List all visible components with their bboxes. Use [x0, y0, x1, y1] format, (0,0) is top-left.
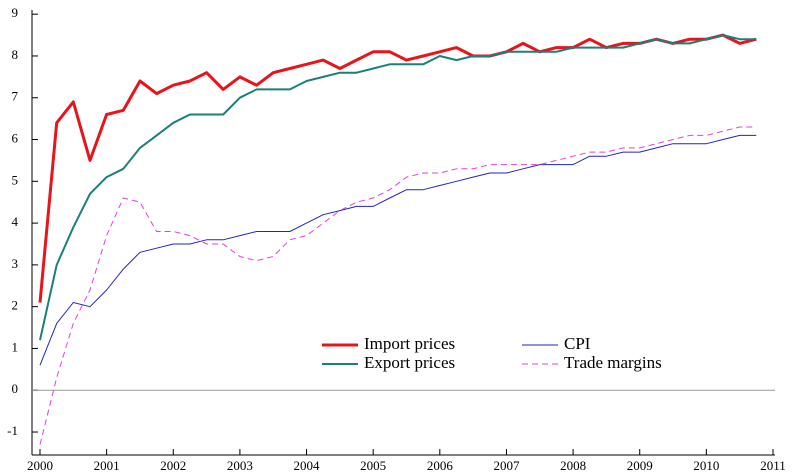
x-tick-label: 2001	[94, 458, 120, 473]
y-tick-label: 6	[12, 131, 19, 146]
x-tick-label: 2009	[627, 458, 653, 473]
y-tick-label: 4	[12, 214, 19, 229]
legend-label: Import prices	[364, 334, 455, 353]
y-tick-label: 2	[12, 298, 19, 313]
x-tick-label: 2006	[427, 458, 454, 473]
legend-label: Trade margins	[564, 353, 662, 372]
series-line	[39, 34, 757, 341]
y-tick-label: 3	[12, 256, 19, 271]
x-tick-label: 2005	[360, 458, 386, 473]
legend-label: Export prices	[364, 353, 455, 372]
x-tick-label: 2008	[560, 458, 586, 473]
x-tick-label: 2002	[160, 458, 186, 473]
x-tick-label: 2010	[693, 458, 719, 473]
series-line	[38, 33, 757, 303]
y-tick-label: 1	[12, 339, 19, 354]
y-tick-label: 9	[12, 5, 19, 20]
x-tick-label: 2004	[294, 458, 321, 473]
y-tick-label: 5	[12, 172, 19, 187]
x-tick-label: 2003	[227, 458, 253, 473]
y-tick-label: 7	[12, 89, 19, 104]
x-tick-label: 2011	[760, 458, 786, 473]
legend-label: CPI	[564, 334, 591, 353]
x-tick-label: 2000	[27, 458, 53, 473]
series-line	[39, 126, 757, 445]
series-line	[39, 134, 757, 366]
x-tick-label: 2007	[493, 458, 520, 473]
y-tick-label: 0	[12, 381, 19, 396]
y-tick-label: -1	[7, 423, 18, 438]
y-tick-label: 8	[12, 47, 19, 62]
